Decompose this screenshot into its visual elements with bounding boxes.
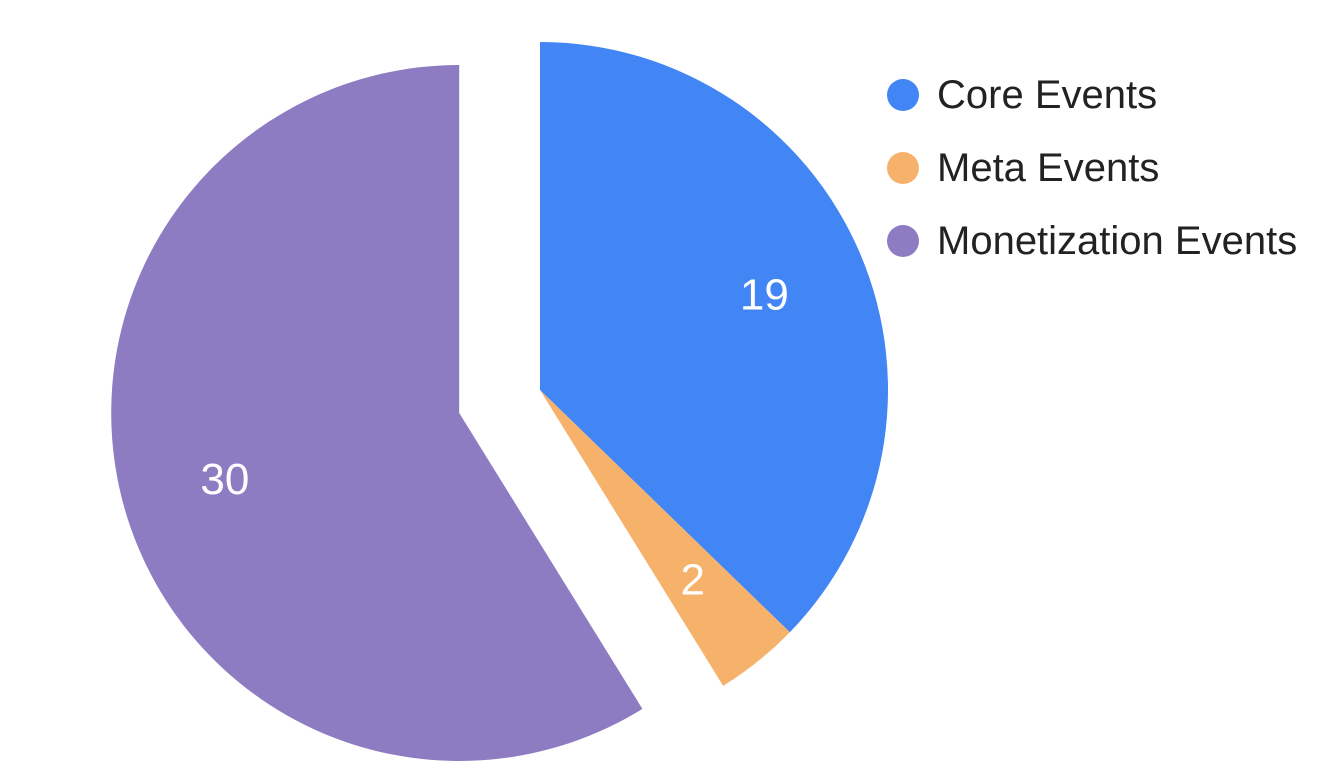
chart-legend: Core Events Meta Events Monetization Event…: [887, 73, 1297, 263]
legend-label-meta-events: Meta Events: [937, 146, 1159, 190]
pie-slices: [111, 42, 889, 761]
data-label-monetization-events: 30: [200, 455, 249, 504]
legend-marker-core-events: [887, 79, 919, 111]
pie-data-labels: 19 2 30: [200, 271, 788, 605]
data-label-core-events: 19: [740, 271, 789, 320]
data-label-meta-events: 2: [680, 555, 704, 604]
legend-marker-meta-events: [887, 152, 919, 184]
pie-slice-meta-events: [540, 390, 790, 686]
pie-slice-core-events: [540, 42, 889, 633]
legend-label-core-events: Core Events: [937, 73, 1157, 117]
legend-marker-monetization-events: [887, 225, 919, 257]
legend-label-monetization-events: Monetization Events: [937, 219, 1297, 263]
pie-slice-monetization-events: [111, 64, 643, 761]
